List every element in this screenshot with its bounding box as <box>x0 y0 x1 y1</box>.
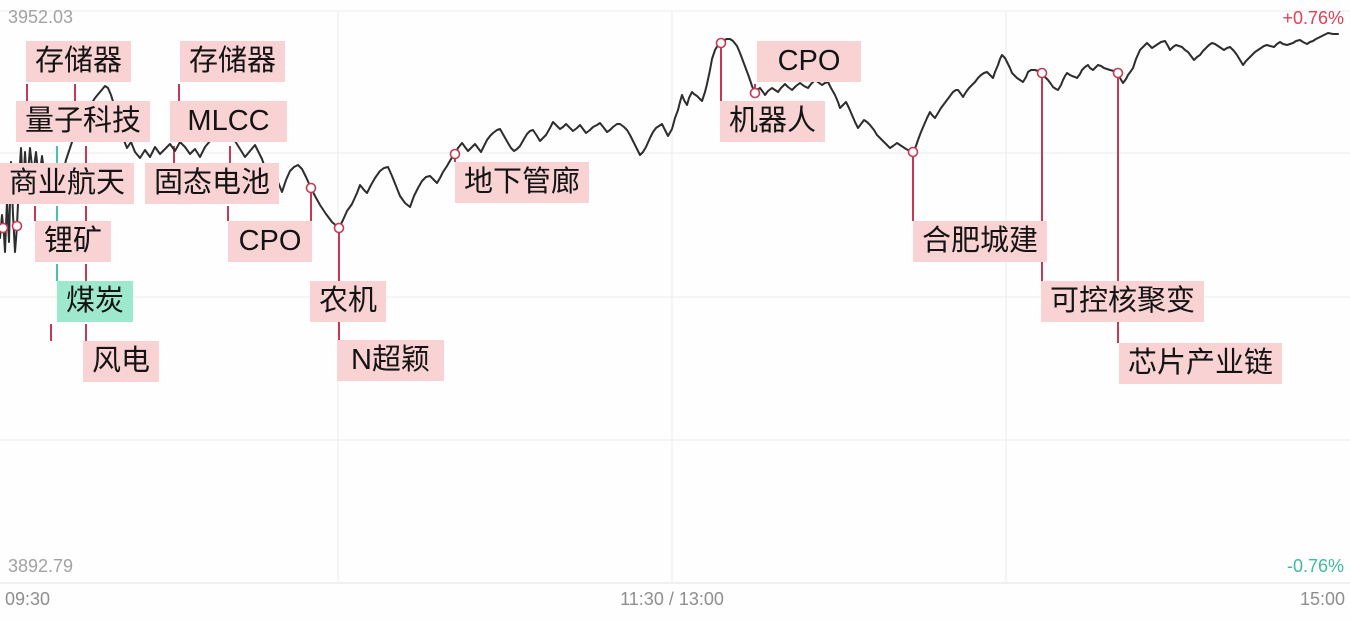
sector-tag[interactable]: 锂矿 <box>35 221 112 262</box>
sector-tag[interactable]: 商业航天 <box>0 163 135 204</box>
event-anchor-dot <box>333 222 345 234</box>
sector-tag[interactable]: 存储器 <box>180 41 286 82</box>
y-axis-low-percent: -0.76% <box>1286 556 1344 576</box>
sector-tag[interactable]: 机器人 <box>720 101 826 142</box>
y-axis-high-percent: +0.76% <box>1282 8 1344 28</box>
sector-tag[interactable]: CPO <box>228 221 312 262</box>
event-anchor-dot <box>449 148 461 160</box>
sector-tag[interactable]: 地下管廊 <box>455 162 590 203</box>
sector-tag[interactable]: 风电 <box>83 341 160 382</box>
y-axis-low-price: 3892.79 <box>8 556 74 576</box>
x-axis-tick-close: 15:00 <box>1299 589 1345 609</box>
event-anchor-dot <box>305 182 317 194</box>
price-line <box>0 32 1339 253</box>
sector-tag[interactable]: 芯片产业链 <box>1119 343 1283 384</box>
event-anchor-dot <box>0 222 9 234</box>
sector-tag[interactable]: CPO <box>757 41 861 82</box>
event-anchor-dot <box>749 87 761 99</box>
sector-tag[interactable]: 农机 <box>310 281 387 322</box>
sector-tag[interactable]: MLCC <box>170 101 287 142</box>
event-anchor-dot <box>715 37 727 49</box>
x-axis-tick-midday: 11:30 / 13:00 <box>620 589 724 609</box>
sector-tag[interactable]: 固态电池 <box>145 163 280 204</box>
sector-tag[interactable]: 可控核聚变 <box>1041 281 1205 322</box>
sector-tag[interactable]: 合肥城建 <box>913 221 1048 262</box>
x-axis-tick-open: 09:30 <box>5 589 51 609</box>
event-anchor-dot <box>907 146 919 158</box>
sector-tag[interactable]: 量子科技 <box>16 101 151 142</box>
event-anchor-dot <box>1036 67 1048 79</box>
sector-tag[interactable]: 存储器 <box>26 41 132 82</box>
event-anchor-dot <box>1112 67 1124 79</box>
sector-tag[interactable]: 煤炭 <box>57 281 134 322</box>
sector-tag[interactable]: N超颖 <box>337 340 444 381</box>
y-axis-high-price: 3952.03 <box>8 7 74 27</box>
event-anchor-dot <box>11 220 23 232</box>
